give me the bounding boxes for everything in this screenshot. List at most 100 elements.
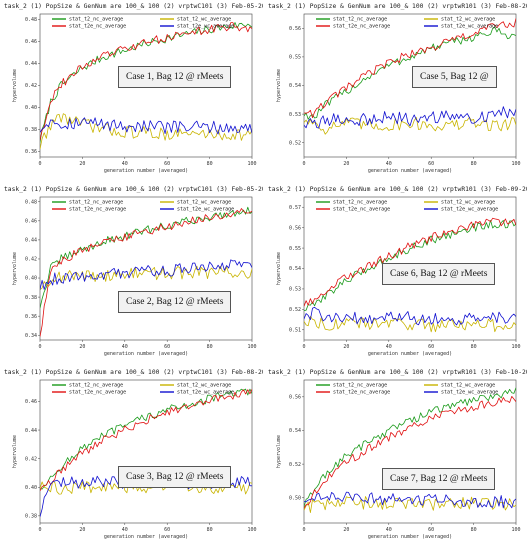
- y-tick-label: 0.46: [25, 39, 37, 45]
- legend-label: stat_t2_nc_average: [69, 17, 123, 23]
- legend-label: stat_t2_nc_average: [69, 383, 123, 389]
- y-tick-label: 0.53: [289, 287, 301, 293]
- x-tick-label: 60: [428, 161, 434, 167]
- series-line-stat-t2-wc-average: [40, 479, 252, 495]
- y-tick-label: 0.38: [25, 514, 37, 520]
- x-tick-label: 60: [428, 344, 434, 350]
- legend-label: stat_t2e_nc_average: [69, 207, 126, 213]
- x-tick-label: 40: [122, 161, 128, 167]
- x-tick-label: 0: [38, 527, 41, 533]
- legend-label: stat_t2e_wc_average: [177, 24, 234, 30]
- x-tick-label: 0: [302, 344, 305, 350]
- y-tick-label: 0.51: [289, 327, 301, 333]
- x-tick-label: 20: [79, 344, 85, 350]
- x-tick-label: 100: [511, 527, 520, 533]
- y-tick-label: 0.56: [289, 26, 301, 32]
- x-axis-label: generation number (averaged): [368, 351, 452, 357]
- legend-label: stat_t2_wc_average: [177, 383, 231, 389]
- legend-label: stat_t2_nc_average: [333, 200, 387, 206]
- chart-title: task_2 (1) PopSize & GenNum are 100_& 10…: [4, 369, 263, 376]
- x-tick-label: 20: [79, 161, 85, 167]
- y-tick-label: 0.53: [289, 112, 301, 118]
- legend-label: stat_t2e_nc_average: [333, 390, 390, 396]
- series-group: [40, 388, 252, 517]
- x-tick-label: 100: [511, 344, 520, 350]
- y-tick-label: 0.48: [25, 17, 37, 23]
- x-axis-label: generation number (averaged): [368, 534, 452, 540]
- x-axis-label: generation number (averaged): [104, 534, 188, 540]
- series-line-stat-t2e-wc-average: [304, 306, 516, 326]
- chart-title: task_2 (1) PopSize & GenNum are 100_& 10…: [268, 369, 527, 376]
- x-tick-label: 40: [122, 344, 128, 350]
- y-tick-label: 0.42: [25, 456, 37, 462]
- y-tick-label: 0.34: [25, 333, 37, 339]
- legend-label: stat_t2e_wc_average: [441, 390, 498, 396]
- series-line-stat-t2e-wc-average: [40, 117, 252, 135]
- chart-title: task_2 (1) PopSize & GenNum are 100_& 10…: [4, 3, 263, 10]
- y-tick-label: 0.36: [25, 314, 37, 320]
- x-tick-label: 0: [38, 161, 41, 167]
- y-tick-label: 0.52: [289, 140, 301, 146]
- series-group: [304, 217, 516, 333]
- y-tick-label: 0.38: [25, 127, 37, 133]
- legend-label: stat_t2_wc_average: [177, 17, 231, 23]
- chart-title: task_2 (1) PopSize & GenNum are 100_& 10…: [268, 3, 527, 10]
- x-tick-label: 80: [471, 161, 477, 167]
- series-line-stat-t2e-nc-average: [304, 217, 516, 307]
- y-tick-label: 0.57: [289, 205, 301, 211]
- series-line-stat-t2e-nc-average: [304, 395, 516, 509]
- y-tick-label: 0.42: [25, 257, 37, 263]
- y-tick-label: 0.46: [25, 219, 37, 225]
- series-line-stat-t2e-nc-average: [40, 208, 252, 337]
- series-line-stat-t2e-wc-average: [304, 106, 516, 129]
- series-group: [304, 18, 516, 135]
- y-axis-label: hypervolume: [12, 435, 18, 468]
- series-line-stat-t2e-nc-average: [40, 22, 252, 141]
- x-tick-label: 0: [302, 527, 305, 533]
- y-tick-label: 0.44: [25, 238, 37, 244]
- chart-panel-case-6: task_2 (1) PopSize & GenNum are 100_& 10…: [264, 183, 527, 366]
- y-tick-label: 0.44: [25, 428, 37, 434]
- legend-label: stat_t2e_nc_average: [69, 24, 126, 30]
- legend-label: stat_t2e_nc_average: [333, 24, 390, 30]
- x-tick-label: 60: [164, 344, 170, 350]
- series-line-stat-t2-wc-average: [304, 315, 516, 333]
- legend: stat_t2_nc_average stat_t2_wc_averagestat…: [52, 200, 234, 213]
- series-line-stat-t2e-wc-average: [304, 491, 516, 509]
- legend-label: stat_t2e_nc_average: [69, 390, 126, 396]
- chart-svg: task_2 (1) PopSize & GenNum are 100_& 10…: [268, 186, 527, 357]
- legend-label: stat_t2_wc_average: [177, 200, 231, 206]
- case-label: Case 1, Bag 12 @ rMeets: [118, 66, 232, 88]
- x-tick-label: 20: [343, 527, 349, 533]
- x-tick-label: 60: [164, 527, 170, 533]
- x-tick-label: 40: [122, 527, 128, 533]
- x-tick-label: 20: [343, 161, 349, 167]
- y-axis-label: hypervolume: [276, 435, 282, 468]
- series-line-stat-t2-nc-average: [304, 220, 516, 311]
- legend-label: stat_t2_nc_average: [333, 17, 387, 23]
- chart-panel-case-5: task_2 (1) PopSize & GenNum are 100_& 10…: [264, 0, 527, 183]
- y-tick-label: 0.55: [289, 55, 301, 61]
- x-tick-label: 60: [164, 161, 170, 167]
- x-axis-label: generation number (averaged): [104, 168, 188, 174]
- y-tick-label: 0.56: [289, 395, 301, 401]
- x-tick-label: 100: [247, 344, 256, 350]
- y-tick-label: 0.54: [289, 266, 301, 272]
- legend-label: stat_t2e_wc_average: [177, 390, 234, 396]
- series-line-stat-t2-wc-average: [304, 116, 516, 135]
- chart-panel-case-2: task_2 (1) PopSize & GenNum are 100_& 10…: [0, 183, 263, 366]
- legend-label: stat_t2e_wc_average: [177, 207, 234, 213]
- legend-label: stat_t2_wc_average: [441, 383, 495, 389]
- series-line-stat-t2-wc-average: [40, 265, 252, 291]
- x-tick-label: 0: [38, 344, 41, 350]
- chart-panel-case-3: task_2 (1) PopSize & GenNum are 100_& 10…: [0, 366, 263, 549]
- plot-frame: [39, 379, 253, 524]
- legend-label: stat_t2e_wc_average: [441, 207, 498, 213]
- y-tick-label: 0.50: [289, 495, 301, 501]
- series-line-stat-t2-nc-average: [40, 388, 252, 490]
- y-tick-label: 0.40: [25, 276, 37, 282]
- y-tick-label: 0.54: [289, 83, 301, 89]
- x-tick-label: 20: [79, 527, 85, 533]
- y-tick-label: 0.52: [289, 462, 301, 468]
- y-tick-label: 0.52: [289, 307, 301, 313]
